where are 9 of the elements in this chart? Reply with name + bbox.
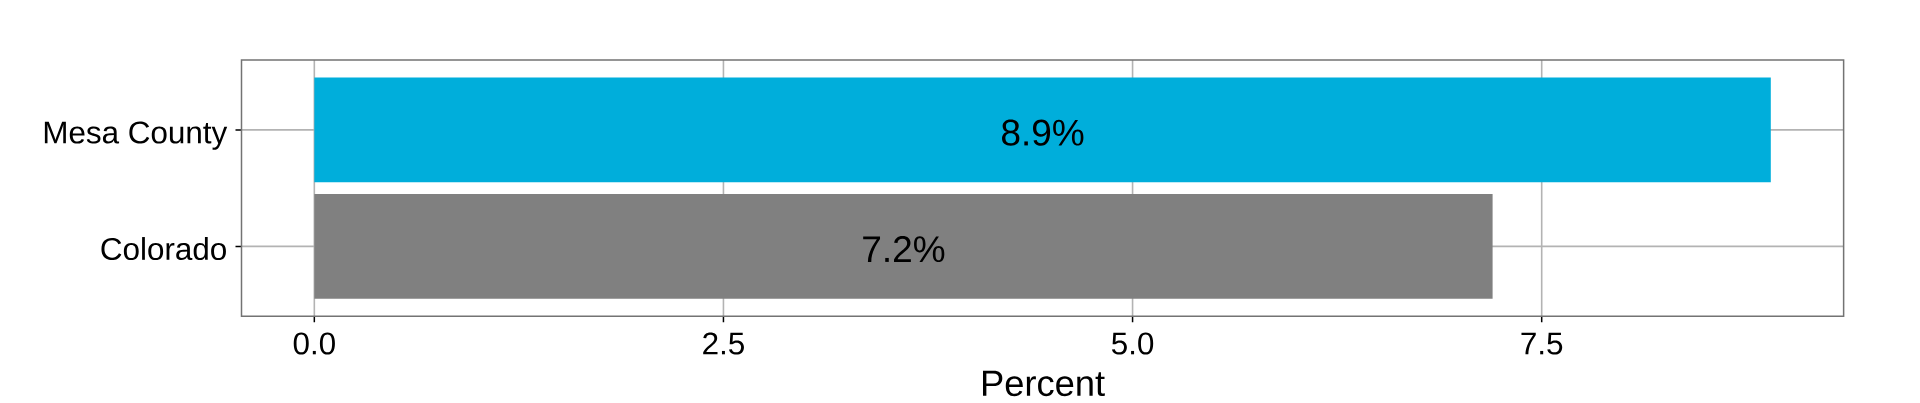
x-tick-label: 0.0: [293, 332, 335, 355]
data-label: 7.2%: [863, 236, 945, 263]
x-tick-label: 5.0: [1111, 332, 1154, 355]
x-tick-label: 2.5: [703, 332, 744, 355]
x-axis-title: Percent: [983, 370, 1105, 397]
x-tick-label: 7.5: [1521, 332, 1563, 355]
y-tick-label: Mesa County: [44, 121, 228, 150]
data-label: 8.9%: [1002, 119, 1084, 146]
y-tick-label: Colorado: [101, 237, 226, 261]
